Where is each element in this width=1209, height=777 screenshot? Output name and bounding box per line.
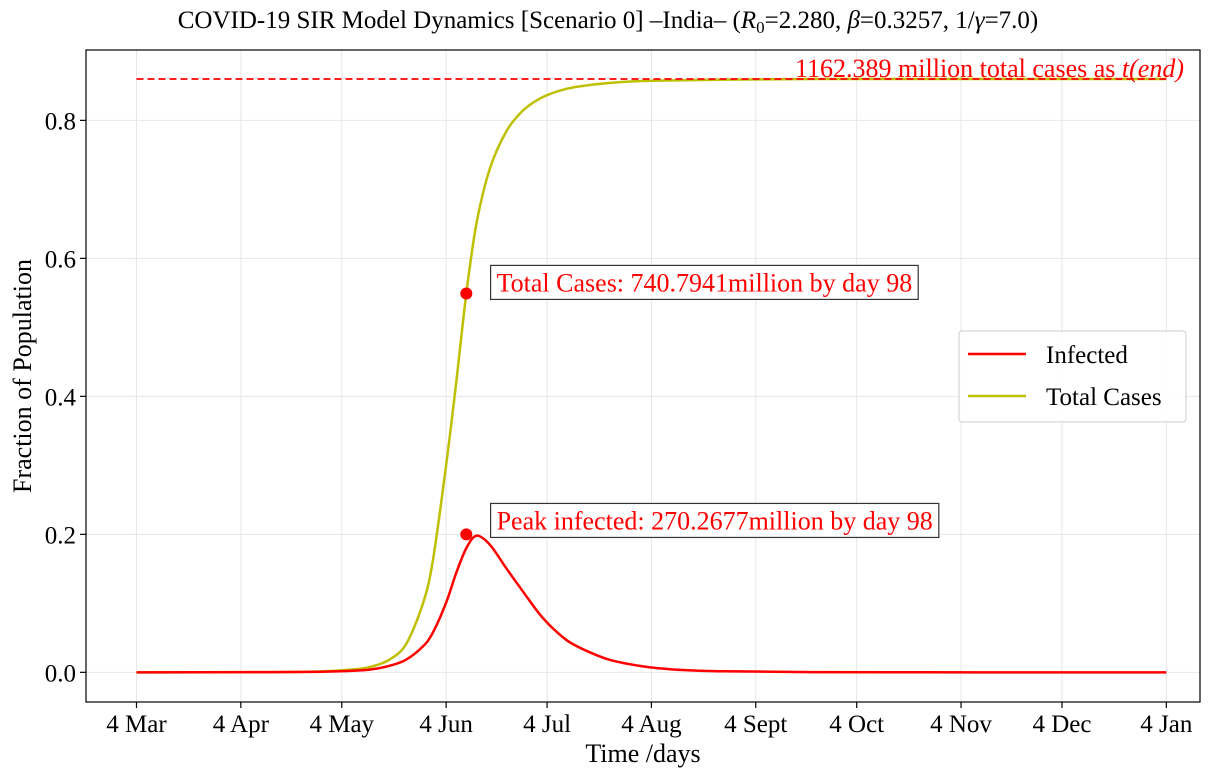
reference-line-label-math: t(end) — [1122, 54, 1184, 83]
x-tick-label: 4 Jul — [523, 711, 571, 738]
annotation-text: Total Cases: 740.7941million by day 98 — [497, 268, 913, 297]
series-line-infected — [136, 534, 1167, 674]
x-tick-label: 4 Nov — [930, 711, 992, 738]
title-gamma-symbol: γ — [975, 7, 986, 34]
annotation-box — [489, 502, 940, 539]
total-cases-annotation: Total Cases: 740.7941million by day 98 — [489, 264, 919, 301]
reference-line-label: 1162.389 million total cases as t(end) — [795, 54, 1184, 83]
legend: Infected Total Cases — [958, 330, 1187, 423]
x-tick-label: 4 Jan — [1140, 711, 1193, 738]
annotation-box — [489, 264, 919, 301]
title-beta-value: =0.3257, 1/ — [860, 7, 975, 34]
reference-layer: 1162.389 million total cases as t(end) — [136, 54, 1184, 83]
title-r-subscript: 0 — [756, 18, 765, 37]
marker-total-cases — [460, 287, 473, 300]
marker-layer — [460, 287, 473, 541]
x-tick-label: 4 Apr — [213, 711, 270, 738]
x-tick-label: 4 Mar — [106, 711, 167, 738]
x-tick-label: 4 Jun — [419, 711, 473, 738]
annotation-layer: Total Cases: 740.7941million by day 98 Pe… — [489, 264, 940, 539]
x-tick-label: 4 Sept — [724, 711, 787, 738]
y-tick-label: 0.4 — [45, 384, 77, 411]
y-tick-label: 0.0 — [45, 660, 76, 687]
annotation-text: Peak infected: 270.2677million by day 98 — [497, 506, 933, 535]
x-tick-label: 4 Oct — [829, 711, 884, 738]
title-r-symbol: R — [740, 7, 756, 34]
y-tick-label: 0.8 — [45, 108, 76, 135]
x-tick-label: 4 May — [309, 711, 374, 738]
legend-label-total-cases: Total Cases — [1046, 384, 1162, 411]
plot-area-frame — [85, 49, 1201, 703]
title-prefix: COVID-19 SIR Model Dynamics [Scenario 0]… — [178, 7, 741, 34]
x-axis-label: Time /days — [585, 739, 700, 768]
title-r-value: =2.280, — [765, 7, 848, 34]
reference-line-label-text: 1162.389 million total cases as — [795, 54, 1122, 83]
y-axis-label: Fraction of Population — [8, 259, 37, 493]
tick-layer: 4 Mar 4 Apr 4 May 4 Jun 4 Jul 4 Aug 4 Sept 4 Oc… — [45, 108, 1193, 738]
x-tick-label: 4 Aug — [621, 711, 682, 738]
y-tick-label: 0.6 — [45, 246, 76, 273]
y-tick-label: 0.2 — [45, 522, 76, 549]
legend-label-infected: Infected — [1046, 342, 1128, 369]
x-tick-label: 4 Dec — [1033, 711, 1092, 738]
peak-infected-annotation: Peak infected: 270.2677million by day 98 — [489, 502, 940, 539]
title-beta-symbol: β — [846, 7, 860, 34]
chart-title: COVID-19 SIR Model Dynamics [Scenario 0]… — [178, 7, 1039, 37]
title-gamma-value: =7.0) — [985, 7, 1039, 34]
marker-infected — [460, 528, 473, 541]
